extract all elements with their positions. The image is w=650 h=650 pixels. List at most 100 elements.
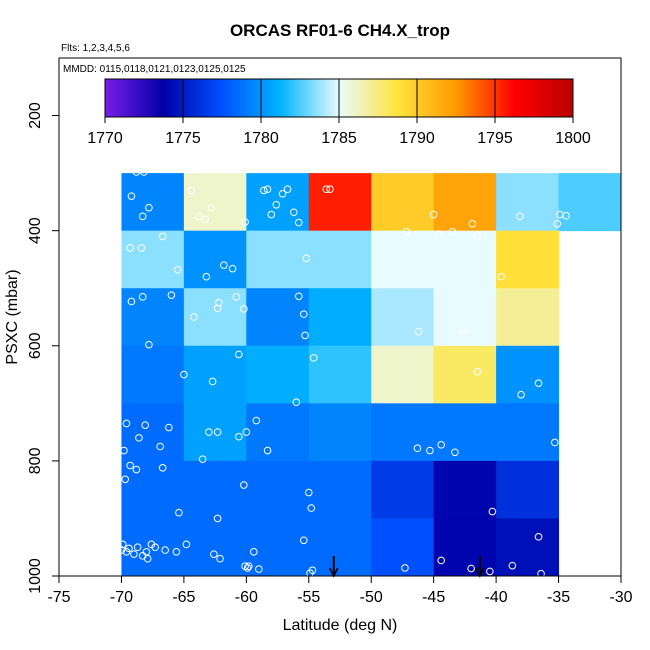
heatmap-cell <box>558 173 622 232</box>
plot-frame <box>58 57 622 577</box>
data-point <box>243 564 252 572</box>
chart-title: ORCAS RF01-6 CH4.X_trop <box>230 21 450 40</box>
data-point <box>120 446 128 455</box>
x-tick-label: -35 <box>547 589 570 606</box>
data-point <box>473 231 482 240</box>
data-point <box>426 446 434 455</box>
x-tick-label: -55 <box>297 589 320 606</box>
data-point <box>127 192 136 200</box>
data-point <box>241 218 249 226</box>
heatmap-cell <box>308 345 372 404</box>
data-point <box>173 266 182 274</box>
heatmap-cell <box>183 173 247 232</box>
data-point <box>392 156 401 165</box>
heatmap-cell <box>433 288 497 347</box>
y-tick-label: 600 <box>27 332 44 359</box>
data-point <box>245 562 253 571</box>
data-point <box>471 160 479 168</box>
y-tick-label: 200 <box>27 102 44 129</box>
heatmap-cell <box>496 518 560 577</box>
heatmap-cell <box>183 345 247 404</box>
data-point <box>182 540 191 549</box>
data-point <box>118 540 127 549</box>
data-point <box>534 379 543 387</box>
x-tick-label: -75 <box>47 589 70 606</box>
data-point <box>402 228 410 236</box>
data-point <box>138 293 147 301</box>
data-point <box>198 455 207 463</box>
heatmap-cell <box>371 173 435 232</box>
data-point <box>537 569 545 578</box>
data-point <box>126 461 134 470</box>
data-point <box>213 304 222 313</box>
heatmap-cell <box>496 460 560 519</box>
data-point <box>151 543 159 552</box>
data-point <box>289 208 298 217</box>
data-point <box>517 390 525 399</box>
heatmap-cell <box>371 230 435 289</box>
heatmap-cell <box>433 518 497 577</box>
data-point <box>329 146 338 154</box>
x-tick-label: -30 <box>609 589 632 606</box>
data-point <box>294 218 303 227</box>
data-point <box>158 463 167 472</box>
data-point <box>240 481 248 489</box>
colorbar-tick-label: 1790 <box>399 130 435 147</box>
heatmap-cell <box>308 518 372 577</box>
dates-note: MMDD: 0115,0118,0121,0123,0125,0125 <box>63 64 246 75</box>
data-points <box>117 137 580 578</box>
data-point <box>130 550 138 558</box>
data-point <box>125 544 133 553</box>
x-tick-label: -60 <box>235 589 258 606</box>
heatmap-cell <box>433 173 497 232</box>
heatmap-cell <box>183 460 247 519</box>
data-point <box>434 230 443 238</box>
data-point <box>309 354 318 362</box>
data-point <box>263 446 272 455</box>
data-point <box>473 367 482 376</box>
data-point <box>138 212 147 221</box>
data-point <box>267 210 276 219</box>
heatmap-cell <box>183 288 247 347</box>
data-point <box>294 292 303 301</box>
data-point <box>414 327 423 336</box>
data-point <box>121 475 129 484</box>
heatmap-cell <box>246 230 310 289</box>
data-point <box>195 212 203 221</box>
data-point <box>467 564 475 573</box>
data-point <box>324 137 333 146</box>
data-point <box>127 297 136 306</box>
data-point <box>156 442 164 451</box>
data-point <box>272 200 281 209</box>
data-point <box>142 153 151 161</box>
data-point <box>172 548 181 556</box>
data-point <box>448 228 457 236</box>
data-point <box>145 340 153 349</box>
heatmap-cell <box>121 403 185 462</box>
data-point <box>215 298 223 307</box>
data-point <box>401 564 409 572</box>
data-point <box>516 212 524 221</box>
heatmap-cell <box>121 230 185 289</box>
y-tick-label: 400 <box>27 217 44 244</box>
data-point <box>143 554 152 563</box>
data-point <box>263 185 272 194</box>
heatmap-cell <box>371 345 435 404</box>
data-point <box>213 428 222 436</box>
data-point <box>190 313 198 321</box>
heatmap-cell <box>496 173 560 232</box>
data-point <box>141 421 149 430</box>
data-point <box>437 556 445 565</box>
data-point <box>488 507 497 516</box>
x-tick-label: -40 <box>485 589 508 606</box>
heatmap-cell <box>246 460 310 519</box>
data-point <box>283 185 292 194</box>
heatmap-cell <box>121 288 185 347</box>
colorbar-tick-label: 1780 <box>243 130 279 147</box>
data-point <box>437 440 445 449</box>
colorbar-tick-label: 1800 <box>555 130 591 147</box>
heatmap-cell <box>121 345 185 404</box>
heatmap-cells <box>121 173 622 577</box>
data-point <box>299 310 308 318</box>
